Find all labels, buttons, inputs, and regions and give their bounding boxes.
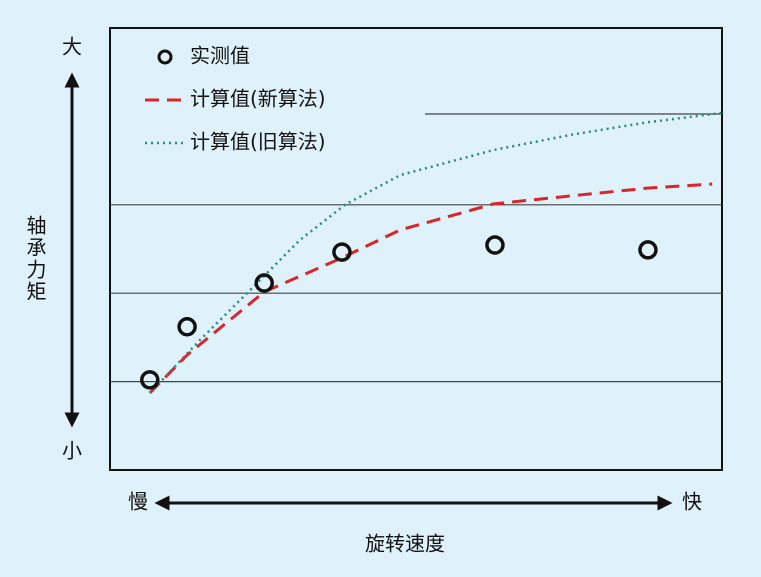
data-point (332, 242, 352, 262)
data-point (177, 317, 197, 337)
y-axis-label: 轴承力矩 (23, 215, 47, 303)
legend-label: 计算值(新算法) (190, 87, 326, 111)
data-point (140, 370, 160, 390)
legend-label: 实测值 (190, 44, 250, 68)
x-axis-label: 旋转速度 (365, 532, 445, 556)
plot-frame (109, 27, 723, 471)
x-high-label: 快 (682, 490, 702, 514)
data-point (254, 273, 274, 293)
series-line (148, 182, 713, 395)
data-point (485, 235, 505, 255)
data-point (638, 240, 658, 260)
y-low-label: 小 (62, 439, 82, 463)
legend-marker (157, 49, 173, 65)
y-high-label: 大 (62, 35, 82, 59)
series-line (148, 111, 723, 394)
x-low-label: 慢 (128, 490, 148, 514)
legend-label: 计算值(旧算法) (190, 130, 326, 154)
